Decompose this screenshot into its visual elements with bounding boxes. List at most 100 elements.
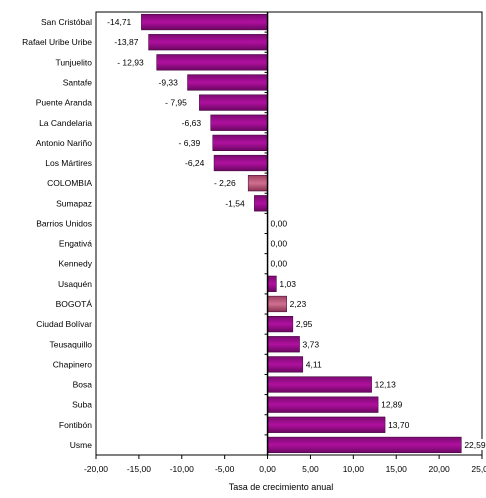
value-label-bg bbox=[223, 197, 254, 209]
value-label-bg bbox=[176, 136, 212, 148]
bar-teusaquillo bbox=[267, 336, 300, 353]
bars-group bbox=[141, 13, 462, 454]
bar-fontib-n bbox=[267, 416, 386, 433]
value-label: 0,00 bbox=[271, 218, 288, 228]
value-label-bg bbox=[277, 277, 303, 289]
bar-la-candelaria bbox=[210, 114, 268, 131]
value-label: 13,70 bbox=[388, 420, 410, 430]
x-axis: -20,00 -15,00 -10,00 -5,00 0,00 5,00 10,00 15,0… bbox=[84, 11, 486, 474]
value-label: -6,24 bbox=[185, 158, 205, 168]
value-label: 1,03 bbox=[279, 279, 296, 289]
value-label: -9,33 bbox=[159, 77, 179, 87]
value-label: - 6,39 bbox=[179, 138, 201, 148]
x-tick-label: 25,00 bbox=[471, 464, 486, 474]
bar-usaqu-n bbox=[267, 275, 277, 292]
value-label: -1,54 bbox=[225, 198, 245, 208]
x-tick-label: -5,00 bbox=[215, 464, 235, 474]
x-tick-label: 0,00 bbox=[259, 464, 276, 474]
x-tick-label: -15,00 bbox=[127, 464, 151, 474]
bar-san-crist-bal bbox=[141, 13, 268, 31]
value-label: 0,00 bbox=[271, 239, 288, 249]
category-label: Kennedy bbox=[58, 259, 92, 269]
bar-tunjuelito bbox=[156, 54, 268, 71]
value-label: 2,95 bbox=[296, 319, 313, 329]
category-label: Tunjuelito bbox=[55, 57, 92, 67]
value-label-bg bbox=[183, 157, 214, 169]
value-label-bg bbox=[268, 257, 294, 269]
bar-colombia bbox=[247, 175, 268, 192]
x-tick-label: 5,00 bbox=[302, 464, 319, 474]
value-label-bg bbox=[211, 177, 248, 189]
value-label: 2,23 bbox=[290, 299, 307, 309]
x-axis-title: Tasa de crecimiento anual bbox=[229, 482, 334, 492]
category-label: Barrios Unidos bbox=[36, 218, 92, 228]
bar-suba bbox=[267, 396, 379, 413]
category-label: Sumapaz bbox=[56, 198, 92, 208]
category-label: Santafe bbox=[63, 77, 93, 87]
bar-puente-aranda bbox=[199, 94, 268, 111]
category-label: Antonio Nariño bbox=[36, 138, 93, 148]
value-label-bg bbox=[293, 318, 319, 330]
value-label: 22,59 bbox=[464, 440, 486, 450]
category-label: BOGOTÁ bbox=[56, 299, 93, 309]
value-label-bg bbox=[112, 36, 148, 48]
bar-usme bbox=[267, 436, 462, 454]
value-label-bg bbox=[268, 217, 294, 229]
bar-los-m-rtires bbox=[213, 154, 268, 172]
category-label: La Candelaria bbox=[39, 118, 92, 128]
category-label: Ciudad Bolívar bbox=[36, 319, 92, 329]
value-label-bg bbox=[115, 56, 156, 68]
bar-santafe bbox=[187, 74, 268, 91]
category-label: San Cristóbal bbox=[41, 17, 92, 27]
value-label-bg bbox=[303, 358, 329, 370]
value-labels: -14,71 -13,87 - 12,93 -9,33 - 7,95 -6,63 - 6,3… bbox=[105, 16, 486, 450]
bar-bosa bbox=[267, 376, 372, 393]
category-label: Chapinero bbox=[53, 359, 92, 369]
value-label: 12,13 bbox=[375, 380, 397, 390]
value-label: 3,73 bbox=[303, 339, 320, 349]
category-label: COLOMBIA bbox=[47, 178, 92, 188]
value-label-bg bbox=[156, 76, 187, 88]
bar-antonio-nari-o bbox=[212, 134, 268, 151]
value-label-bg bbox=[462, 438, 486, 450]
value-label-bg bbox=[386, 418, 417, 430]
value-label-bg bbox=[379, 398, 410, 410]
value-label-bg bbox=[179, 116, 210, 128]
value-label-bg bbox=[300, 338, 326, 350]
bar-sumapaz bbox=[254, 195, 268, 212]
category-labels: San Cristóbal Rafael Uribe Uribe Tunjuelit… bbox=[22, 17, 93, 450]
bar-ciudad-bol-var bbox=[267, 316, 294, 333]
category-label: Teusaquillo bbox=[49, 339, 92, 349]
x-tick-label: -10,00 bbox=[170, 464, 194, 474]
value-label: - 2,26 bbox=[214, 178, 236, 188]
bar-bogot- bbox=[267, 295, 287, 313]
category-label: Engativá bbox=[59, 239, 92, 249]
value-label-bg bbox=[105, 16, 141, 28]
value-label-bg bbox=[287, 297, 313, 309]
plot-area-border bbox=[95, 11, 483, 456]
category-label: Rafael Uribe Uribe bbox=[22, 37, 92, 47]
value-label: 12,89 bbox=[381, 400, 403, 410]
category-label: Fontibón bbox=[59, 420, 92, 430]
category-label: Usaquén bbox=[58, 279, 92, 289]
value-label: 4,11 bbox=[306, 359, 322, 369]
bar-rafael-uribe-uribe bbox=[148, 34, 268, 51]
value-label: - 12,93 bbox=[117, 57, 144, 67]
category-label: Bosa bbox=[73, 380, 93, 390]
category-label: Los Mártires bbox=[45, 158, 92, 168]
x-tick-label: 10,00 bbox=[343, 464, 365, 474]
bar-chapinero bbox=[267, 356, 304, 373]
value-label: 0,00 bbox=[271, 259, 288, 269]
value-label-bg bbox=[163, 96, 199, 108]
category-label: Suba bbox=[72, 400, 92, 410]
value-label: -13,87 bbox=[114, 37, 138, 47]
x-tick-label: -20,00 bbox=[84, 464, 108, 474]
category-label: Usme bbox=[70, 440, 92, 450]
value-label: - 7,95 bbox=[165, 98, 187, 108]
value-label: -14,71 bbox=[107, 17, 131, 27]
x-tick-label: 20,00 bbox=[428, 464, 450, 474]
value-label-bg bbox=[268, 237, 294, 249]
value-label-bg bbox=[372, 378, 403, 390]
